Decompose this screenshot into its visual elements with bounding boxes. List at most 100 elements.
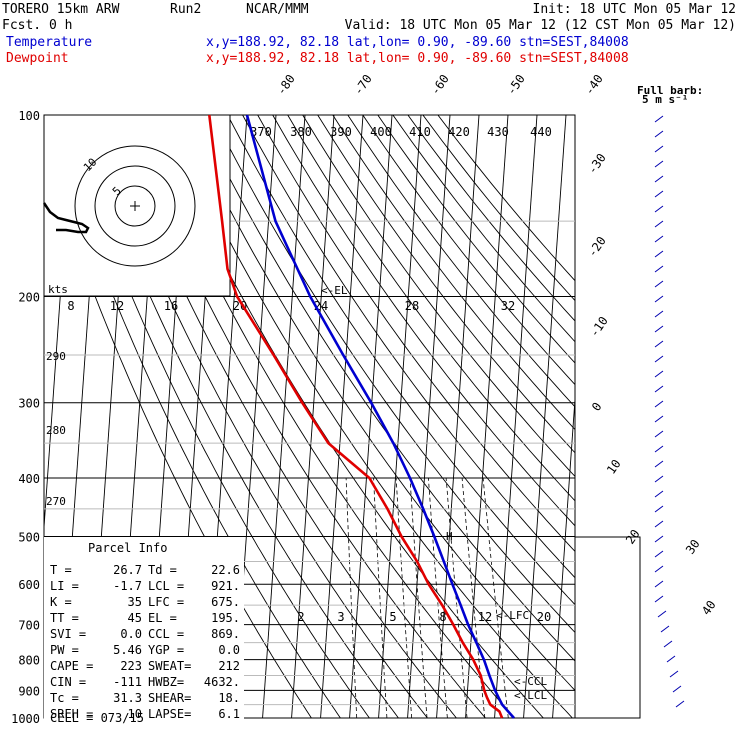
wind-barb-15: [654, 340, 664, 348]
isotherm--20: [378, 115, 422, 718]
parcel-row-2-cell-2: LFC =: [148, 595, 184, 609]
dry-adiabat-460: [377, 115, 575, 364]
fcst-label: Fcst. 0 h: [2, 18, 72, 33]
wind-barb-5: [654, 190, 664, 198]
wind-barb-32: [654, 595, 664, 603]
parcel-row-0-cell-2: Td =: [148, 563, 177, 577]
parcel-row-3-cell-2: EL =: [148, 611, 177, 625]
pressure-label-300: 300: [18, 397, 40, 411]
isotherm-30: [523, 115, 567, 718]
parcel-info-box: Parcel Info T = 26.7 Td = 22.6 LI = -1.7 LCL =…: [44, 537, 244, 727]
parcel-row-8-cell-0: Tc =: [50, 691, 79, 705]
parcel-row-1-cell-0: LI =: [50, 579, 79, 593]
theta-label-400: 400: [370, 125, 392, 139]
parcel-row-2-cell-0: K =: [50, 595, 72, 609]
parcel-info-title: Parcel Info: [88, 541, 167, 555]
mixing-ratio-1: [373, 477, 388, 718]
wind-barb-23: [654, 460, 664, 468]
parcel-row-9-cell-1: 10: [128, 707, 142, 721]
wind-barb-1: [654, 130, 664, 138]
isotherm-label-0: -80: [274, 72, 298, 98]
ccl-marker: <-CCL: [514, 675, 547, 688]
theta-label-440: 440: [530, 125, 552, 139]
wind-barb-34: [660, 625, 670, 633]
mixing-ratio-20: [482, 477, 509, 718]
wind-barb-19: [654, 400, 664, 408]
theta-label-390: 390: [330, 125, 352, 139]
hodograph-ring-15: [74, 145, 196, 267]
header: TORERO 15km ARW Run2 NCAR/MMM Init: 18 U…: [2, 2, 736, 106]
wind-barb-38: [672, 685, 682, 693]
wind-barb-29: [654, 550, 664, 558]
parcel-row-3-cell-0: TT =: [50, 611, 79, 625]
parcel-row-4-cell-2: CCL =: [148, 627, 184, 641]
parcel-row-7-cell-3: 4632.: [204, 675, 240, 689]
parcel-row-1-cell-3: 921.: [211, 579, 240, 593]
dry-adiabat-270: [91, 115, 428, 718]
parcel-row-8-cell-2: SHEAR=: [148, 691, 191, 705]
right-border: [574, 479, 641, 719]
parcel-row-5-cell-3: 0.0: [218, 643, 240, 657]
wind-barb-7: [654, 220, 664, 228]
pressure-label-200: 200: [18, 291, 40, 305]
isotherm--160: [0, 115, 15, 718]
wind-barb-6: [654, 205, 664, 213]
theta-label-410: 410: [409, 125, 431, 139]
wind-barb-33: [657, 610, 667, 618]
wind-barbs: [654, 115, 685, 708]
isotherm-label-3: -50: [504, 72, 528, 98]
dry-adiabat-380: [257, 115, 575, 553]
isotherm-label-4: -40: [582, 72, 606, 98]
isotherm-10: [465, 115, 509, 718]
parcel-row-1-cell-2: LCL =: [148, 579, 184, 593]
dry-adiabat-250: [61, 115, 370, 718]
temperature-location: x,y=188.92, 82.18 lat,lon= 0.90, -89.60 …: [206, 35, 629, 50]
theta-left-label-290: 290: [46, 350, 66, 363]
mixing-ratio-label-3: 3: [337, 610, 344, 624]
isotherm-label-12: 40: [699, 598, 719, 618]
wind-barb-0: [654, 115, 664, 123]
isotherm--30: [349, 115, 393, 718]
dry-adiabat-350: [212, 115, 575, 634]
parcel-row-4-cell-0: SVI =: [50, 627, 86, 641]
theta-label-420: 420: [448, 125, 470, 139]
wind-barb-26: [654, 505, 664, 513]
mixing-ratio-2: [395, 477, 413, 718]
parcel-row-9-cell-0: SREH =: [50, 707, 93, 721]
dry-adiabat-360: [227, 115, 575, 606]
profiles: [208, 114, 515, 719]
lfc-marker: <-LFC: [496, 609, 529, 622]
parcel-row-3-cell-3: 195.: [211, 611, 240, 625]
temperature-legend: Temperature: [6, 35, 92, 50]
hodograph-ring-5: [114, 185, 156, 227]
wind-barb-9: [654, 250, 664, 258]
theta-label-380: 380: [290, 125, 312, 139]
model-label: TORERO 15km ARW: [2, 2, 120, 17]
dewpoint-location: x,y=188.92, 82.18 lat,lon= 0.90, -89.60 …: [206, 51, 629, 66]
dry-adiabat-410: [302, 115, 575, 478]
parcel-row-7-cell-1: -111: [113, 675, 142, 689]
isotherm-40: [552, 392, 575, 718]
hodograph: 5 10 kts: [42, 114, 231, 297]
barb-title: Full barb:: [637, 84, 703, 97]
mixing-ratio-label-12: 12: [478, 610, 492, 624]
wind-barb-21: [654, 430, 664, 438]
isotherm-label-10: 20: [623, 527, 643, 547]
parcel-row-0-cell-3: 22.6: [211, 563, 240, 577]
theta-left-label-270: 270: [46, 495, 66, 508]
wind-barb-25: [654, 490, 664, 498]
dry-adiabat-340: [197, 115, 575, 662]
speed-label-28: 28: [405, 299, 419, 313]
theta-label-430: 430: [487, 125, 509, 139]
wind-barb-20: [654, 415, 664, 423]
parcel-row-0-cell-0: T =: [50, 563, 72, 577]
parcel-row-5-cell-1: 5.46: [113, 643, 142, 657]
wind-barb-13: [654, 310, 664, 318]
isotherm-50: [582, 115, 624, 718]
parcel-row-6-cell-1: 223: [120, 659, 142, 673]
hodograph-units: kts: [48, 283, 68, 296]
parcel-row-7-cell-2: HWBZ=: [148, 675, 184, 689]
isotherm-0: [436, 115, 480, 718]
